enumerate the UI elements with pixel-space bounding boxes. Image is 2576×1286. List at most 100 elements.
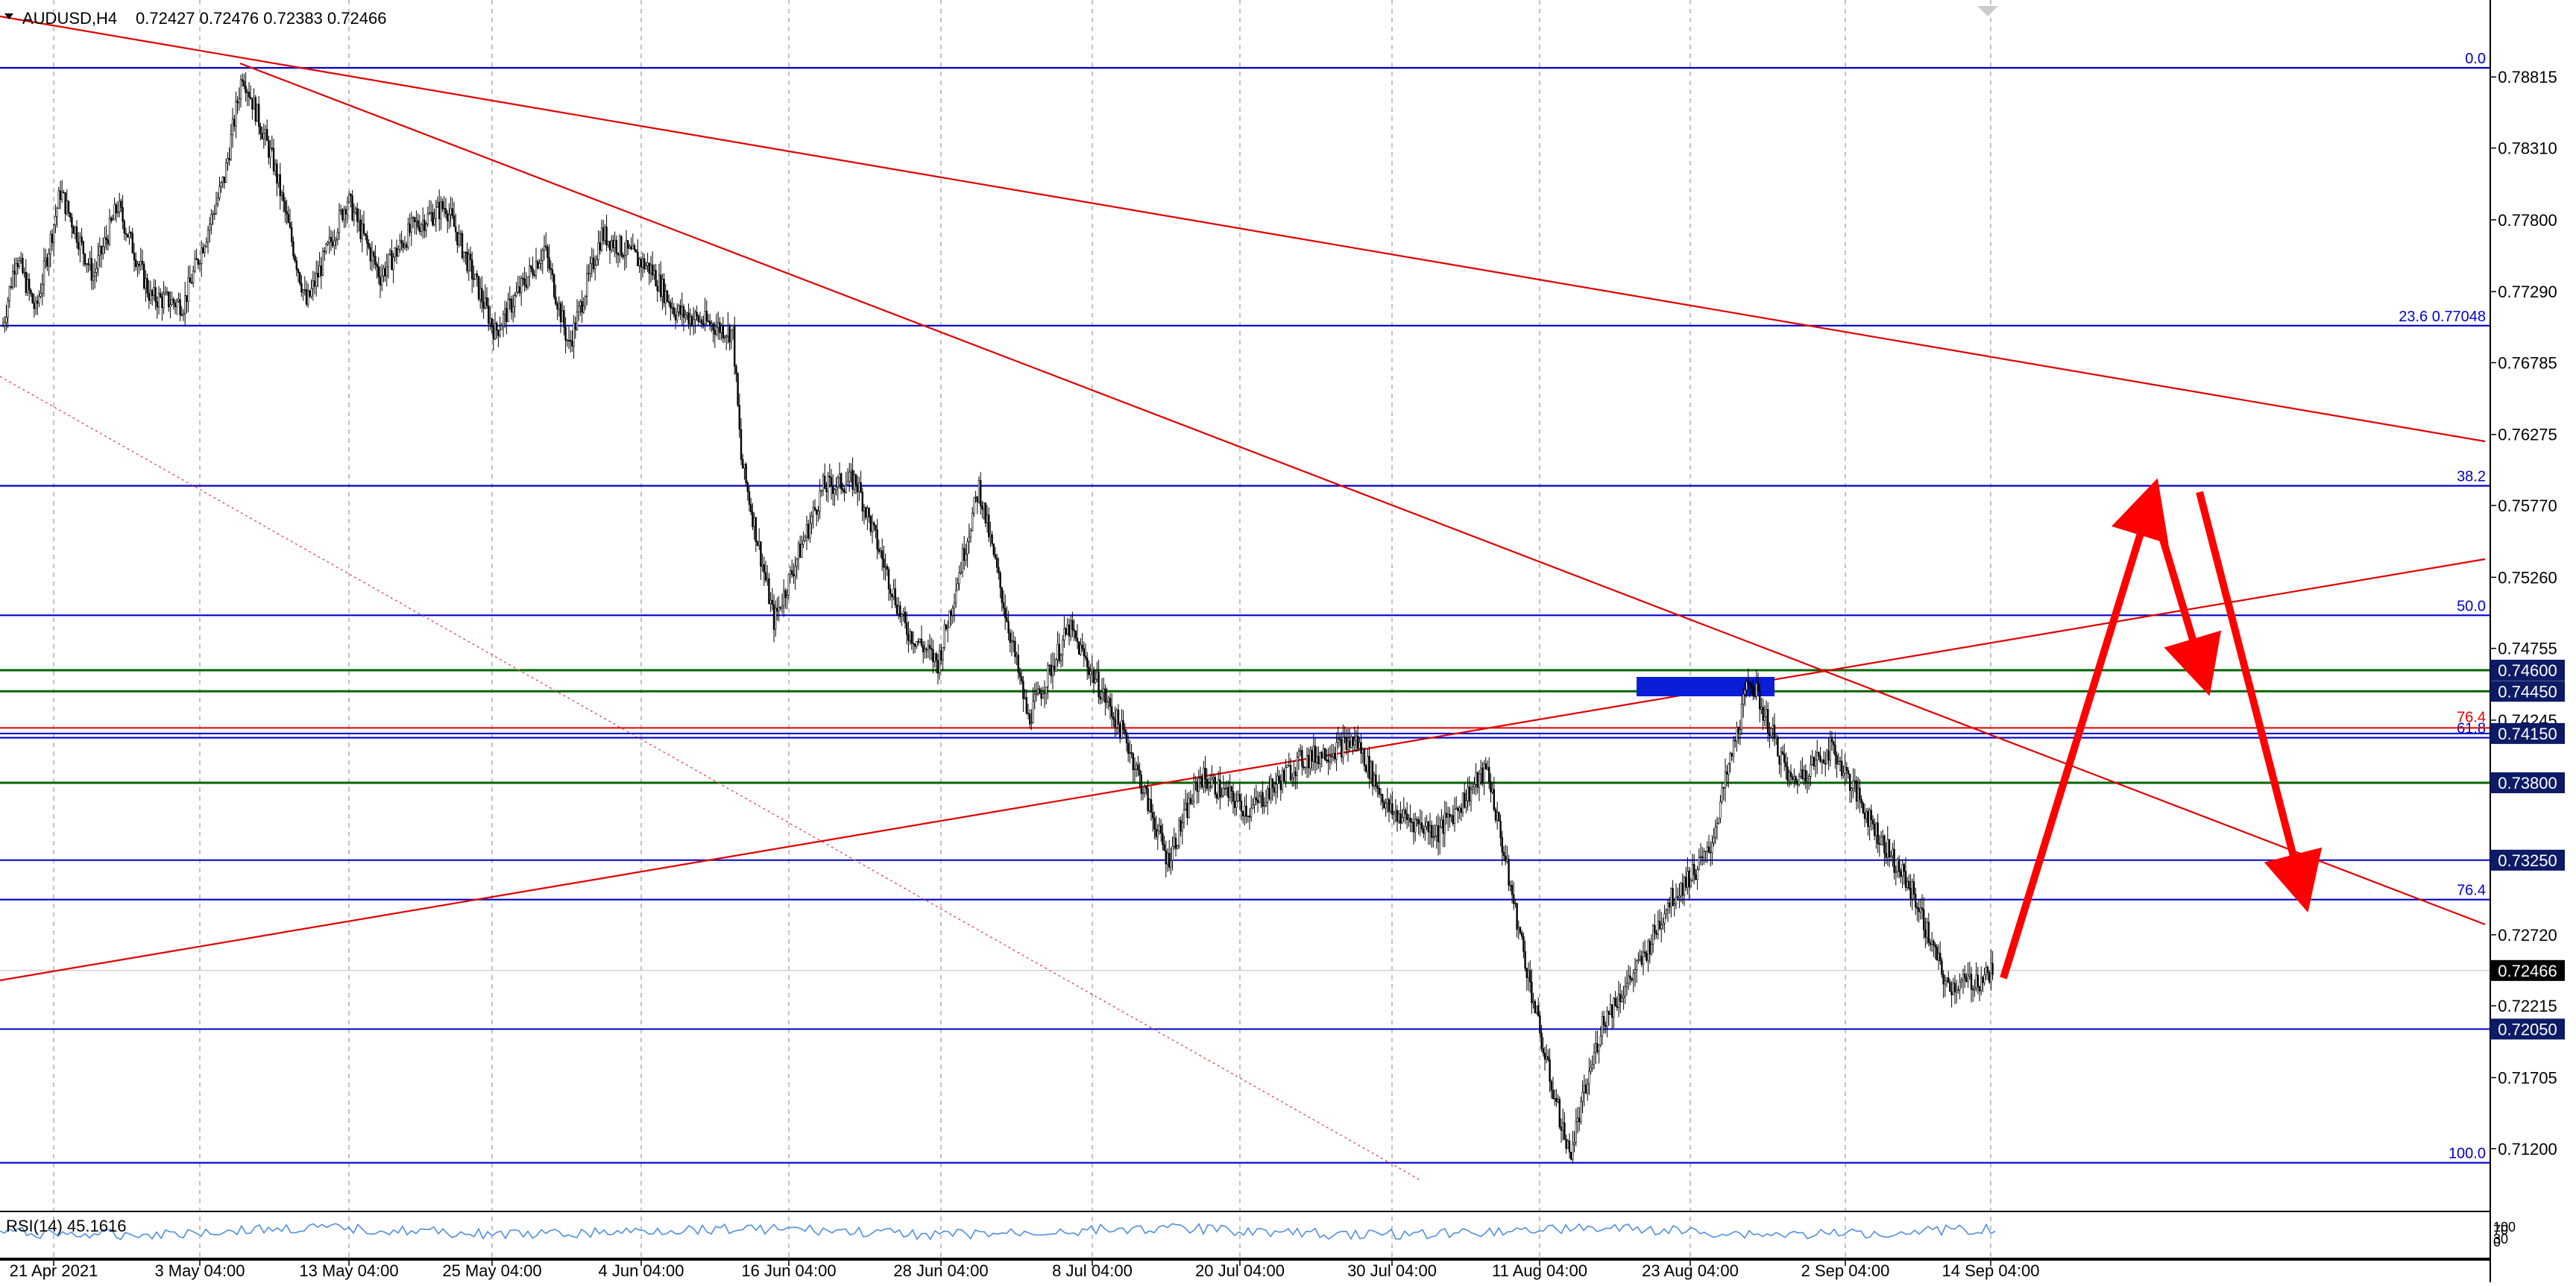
scroll-marker-icon[interactable] (1977, 6, 1998, 16)
candle-body (1252, 804, 1254, 809)
candle-body (1182, 809, 1185, 824)
candle-body (1867, 811, 1869, 828)
candle-body (1552, 1089, 1555, 1100)
candle-body (23, 271, 25, 274)
candle-body (1529, 970, 1531, 983)
candle-body (369, 247, 371, 262)
grid-layer (53, 0, 1991, 1258)
candle-body (10, 286, 13, 288)
candle-body (763, 564, 766, 573)
candle-body (705, 310, 708, 321)
candle-body (1426, 822, 1428, 828)
candle-body (1521, 932, 1523, 937)
candle-body (1990, 962, 1992, 983)
candle-body (614, 239, 616, 248)
candle-body (482, 301, 485, 309)
candle-body (1262, 792, 1264, 807)
candle-body (1760, 707, 1763, 710)
candle-body (1918, 908, 1920, 913)
candle-body (1947, 977, 1950, 983)
trendline-rising (0, 558, 2486, 982)
candle-body (1748, 683, 1751, 685)
symbol-dropdown-icon[interactable] (4, 13, 13, 19)
candle-body (1399, 813, 1402, 824)
candle-body (1745, 681, 1748, 690)
candle-body (965, 553, 967, 561)
candle-body (1609, 1004, 1612, 1015)
candle-body (1813, 757, 1815, 766)
candle-body (1112, 716, 1115, 720)
candle-body (122, 207, 124, 222)
candle-body (1230, 787, 1233, 792)
candle-body (1080, 644, 1082, 655)
candle-body (656, 286, 659, 291)
candle-body (604, 227, 606, 241)
candle-body (1852, 780, 1854, 789)
candle-body (1803, 770, 1805, 779)
candle-body (1115, 710, 1118, 728)
candle-body (289, 222, 292, 228)
candle-body (1431, 825, 1433, 838)
candle-body (1043, 693, 1046, 695)
candle-body (1591, 1064, 1593, 1068)
candle-body (382, 268, 385, 277)
candle-body (166, 291, 169, 293)
candle-body (914, 643, 916, 647)
candle-body (1742, 693, 1745, 705)
candle-body (1, 325, 4, 327)
candle-body (828, 476, 831, 478)
candle-body (141, 260, 144, 265)
candle-body (817, 511, 819, 515)
candle-body (18, 260, 21, 268)
candle-body (947, 627, 949, 630)
candle-body (992, 543, 995, 555)
candle-body (146, 278, 148, 294)
candle-body (1740, 704, 1743, 730)
candle-body (224, 163, 227, 183)
candle-body (602, 227, 605, 241)
candle-body (1634, 969, 1637, 974)
candle-body (1670, 888, 1672, 907)
candle-body (678, 305, 680, 312)
candle-body (1165, 850, 1168, 865)
candle-body (317, 273, 319, 277)
candle-body (784, 590, 787, 598)
candle-body (1414, 819, 1417, 833)
candle-body (30, 289, 32, 294)
candle-body (1710, 851, 1712, 854)
candle-body (1278, 775, 1280, 781)
candle-body (1212, 777, 1215, 780)
candle-body (1127, 743, 1130, 754)
time-tick-label: 3 May 04:00 (154, 1261, 245, 1280)
candle-body (1125, 732, 1128, 743)
candle-body (664, 290, 667, 303)
candle-body (1168, 853, 1171, 868)
candle-body (1916, 907, 1918, 909)
candle-body (1237, 794, 1239, 801)
candle-body (1173, 837, 1176, 847)
candle-body (876, 529, 878, 549)
candle-body (1603, 1016, 1605, 1026)
candle-body (331, 241, 334, 247)
candle-body (474, 274, 476, 280)
candle-body (1898, 859, 1900, 872)
candle-body (104, 237, 106, 248)
candle-body (415, 220, 418, 222)
candle-body (605, 227, 608, 246)
candle-body (1508, 859, 1510, 886)
candle-body (292, 241, 295, 256)
candle-body (878, 549, 881, 552)
candle-body (999, 572, 1001, 588)
candle-body (791, 570, 793, 575)
candle-body (1806, 778, 1809, 782)
candle-body (1970, 974, 1973, 990)
candle-body (933, 653, 936, 663)
candle-body (154, 287, 157, 303)
candle-body (168, 291, 170, 307)
candle-body (551, 269, 554, 275)
candle-body (825, 488, 828, 492)
candle-body (1744, 689, 1746, 695)
candle-body (1950, 991, 1953, 995)
